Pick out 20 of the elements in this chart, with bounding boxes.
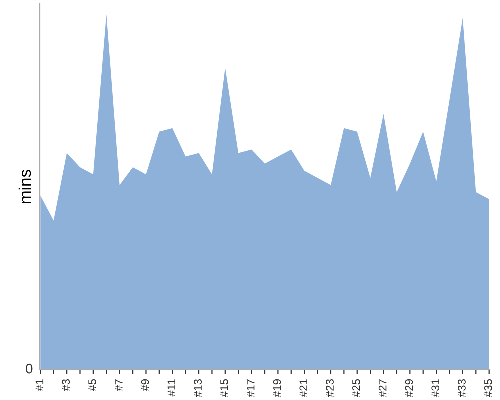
y-axis-title: mins [18, 170, 32, 204]
x-tick-label: #9 [141, 380, 150, 392]
x-tick-label: #1 [36, 380, 44, 392]
x-tick-label: #21 [300, 380, 308, 398]
x-tick-label: #11 [168, 380, 176, 397]
x-tick-label: #31 [432, 380, 440, 398]
x-tick-label: #5 [88, 379, 96, 392]
x-tick-label: #33 [458, 380, 466, 398]
text: 0 [26, 364, 33, 374]
x-tick-label: #29 [405, 380, 414, 398]
x-tick-label: #23 [326, 380, 334, 398]
x-tick-label: #3 [62, 380, 70, 392]
x-tick-label: #19 [273, 380, 282, 398]
x-tick-label: #17 [247, 380, 255, 398]
x-tick-label: #13 [194, 380, 202, 398]
x-tick-label: #25 [352, 379, 360, 398]
x-tick-label: #7 [115, 380, 123, 392]
x-tick-label: #15 [220, 379, 228, 398]
x-tick-label: #35 [484, 379, 492, 398]
x-tick-label: #27 [378, 380, 387, 398]
